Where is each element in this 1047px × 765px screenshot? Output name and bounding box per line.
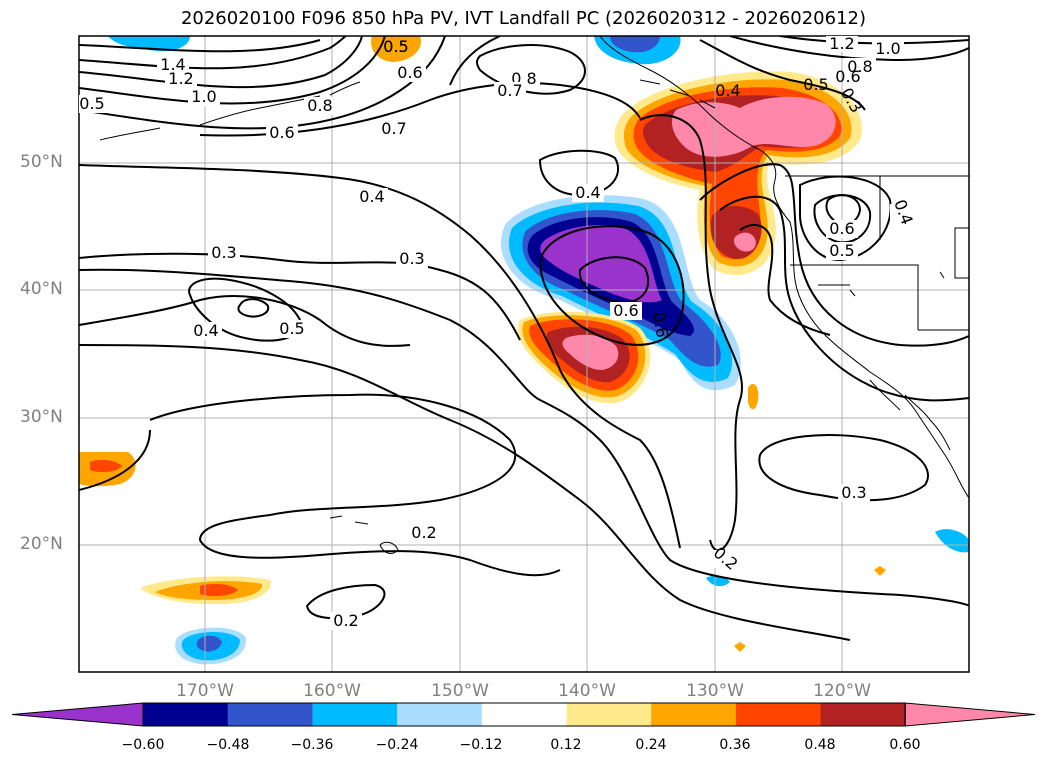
colorbar-tick: −0.60 [121,737,165,753]
contour-label: 1.0 [191,87,216,106]
coastlines [99,36,969,554]
contour-label: 0.4 [715,81,740,100]
colorbar-cell [312,703,398,726]
contour-label: 0.5 [383,37,408,56]
lon-label-150w: 150°W [431,681,489,701]
pv-fill-pos-n5 [671,96,836,157]
colorbar-cell [397,703,483,726]
contour-label: 0.3 [211,243,236,262]
contour-label: 0.8 [307,96,332,115]
contour-label: 1.2 [829,34,854,53]
colorbar-tick: 0.24 [635,737,667,753]
lon-label-160w: 160°W [303,681,361,701]
contour-label-layer: 1.4 1.2 1.0 0.5 0.8 0.6 0.7 0.8 0.7 0.5 … [79,34,918,630]
contour-label: 0.4 [575,183,600,202]
colorbar-extend-low [11,702,144,727]
contour-label: 0.5 [279,319,304,338]
colorbar-cell [481,703,567,726]
contour-label: 0.4 [359,187,384,206]
pv-fill-top-blue [108,36,190,52]
pv-fill-pos-n5b [733,232,756,252]
contour-label: 0.3 [841,483,866,502]
pv-fill-e-dot2 [734,642,746,652]
contour-label: 0.4 [193,321,218,340]
colorbar-tick: −0.24 [375,737,419,753]
map-frame [78,35,970,673]
contour-label: 0.5 [829,241,854,260]
colorbar-cell [651,703,737,726]
contour-label: 0.7 [497,81,522,100]
contour-label: 0.6 [613,301,638,320]
contour-label: 0.5 [803,75,828,94]
colorbar-tick: −0.12 [459,737,503,753]
lat-label-20n: 20°N [20,534,63,554]
contour-label: 0.5 [383,37,408,56]
pv-fill-top-neg2 [610,36,660,53]
lat-label-40n: 40°N [20,279,63,299]
lon-label-170w: 170°W [176,681,234,701]
pv-fill-pos-s5 [562,334,619,370]
contour-label: 0.2 [411,523,436,542]
contour-label: 1.0 [875,39,900,58]
colorbar-tick: −0.36 [290,737,334,753]
contour-label: 0.6 [649,311,672,339]
lon-label-140w: 140°W [558,681,616,701]
pv-fill-s-blue3 [196,635,222,652]
gridlines [79,36,969,672]
pv-fill-e-small [748,384,759,410]
colorbar-cell [820,703,906,726]
colorbar-cells [11,702,1036,727]
contour-label: 0.6 [829,219,854,238]
contour-label: 1.4 [160,55,185,74]
map-title: 2026020100 F096 850 hPa PV, IVT Landfall… [180,8,867,29]
contour-label: 0.6 [269,123,294,142]
lat-label-30n: 30°N [20,407,63,427]
colorbar-tick: 0.36 [719,737,751,753]
contour-label: 0.5 [79,94,104,113]
contour-label: 1.2 [168,69,193,88]
contour-label: 0.6 [835,67,860,86]
contour-label: 0.8 [847,57,872,76]
contour-label: 0.6 [397,63,422,82]
pv-fill-neg-core [540,225,662,303]
contour-label: 0.7 [381,119,406,138]
lon-label-130w: 130°W [686,681,744,701]
colorbar-extend-high [904,702,1036,727]
pv-fill-s-red [200,583,238,597]
lat-label-50n: 50°N [20,152,63,172]
colorbar-cell [566,703,652,726]
colorbar-tick: 0.48 [804,737,836,753]
colorbar-tick: 0.12 [550,737,582,753]
pv-fill-w-red [90,459,122,473]
colorbar-frame [142,702,906,727]
colorbar-tick: 0.60 [889,737,921,753]
colorbar-cell [735,703,822,726]
lon-label-120w: 120°W [813,681,871,701]
colorbar-tick: −0.48 [206,737,250,753]
contour-label: 0.4 [890,197,917,227]
pv-fill-e-dot1 [874,566,886,576]
pv-ivt-map: 1.4 1.2 1.0 0.5 0.8 0.6 0.7 0.8 0.7 0.5 … [78,34,970,673]
pv-fill-layer [79,36,969,665]
colorbar-cell [143,703,229,726]
colorbar-cell [227,703,313,726]
pv-fill-e-blue [935,529,969,553]
contour-label: 0.3 [399,249,424,268]
contour-label: 0.2 [333,611,358,630]
